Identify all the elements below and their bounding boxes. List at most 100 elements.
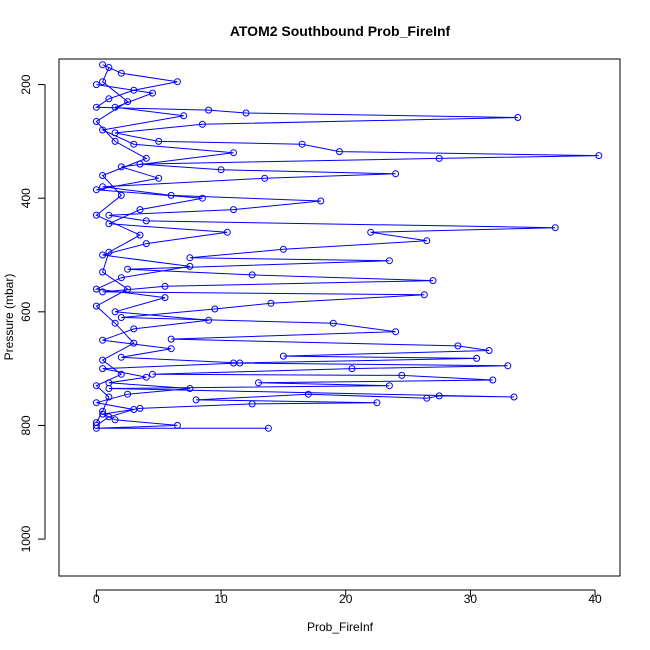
data-point	[255, 379, 262, 387]
y-tick-label: 200	[19, 74, 33, 94]
data-point	[105, 413, 113, 421]
data-point	[217, 166, 225, 174]
data-point	[99, 172, 107, 179]
data-point	[186, 385, 194, 392]
y-tick-label: 400	[19, 188, 33, 208]
y-tick-label: 800	[19, 415, 33, 435]
data-point	[473, 354, 481, 362]
data-point	[248, 271, 256, 279]
data-point	[92, 81, 100, 89]
data-point	[230, 149, 237, 157]
data-point	[429, 277, 437, 285]
data-point	[105, 248, 113, 256]
data-point	[111, 319, 119, 327]
data-point	[485, 347, 493, 354]
data-point	[124, 285, 132, 293]
y-tick-label: 600	[19, 301, 33, 321]
data-point	[385, 382, 393, 390]
data-point	[142, 217, 150, 225]
data-point	[423, 237, 431, 245]
data-point	[117, 69, 125, 77]
data-point	[205, 106, 213, 114]
data-point	[223, 228, 231, 236]
y-tick-label: 1000	[19, 525, 33, 552]
data-point	[454, 342, 462, 350]
data-point	[99, 268, 107, 276]
data-point	[92, 302, 100, 310]
data-point	[142, 240, 150, 248]
data-point	[117, 274, 125, 282]
y-axis-label: Pressure (mbar)	[2, 274, 16, 361]
data-point	[142, 373, 150, 381]
data-point	[99, 126, 107, 134]
data-point	[99, 365, 107, 373]
data-point	[124, 98, 132, 106]
data-point	[173, 421, 181, 429]
data-point	[130, 325, 138, 333]
data-point	[551, 224, 559, 232]
data-point	[136, 231, 144, 239]
data-point	[242, 109, 250, 117]
data-point	[304, 390, 312, 398]
data-point	[105, 95, 113, 103]
data-point	[161, 294, 169, 302]
data-point	[298, 140, 306, 148]
data-point	[161, 282, 169, 290]
x-tick-label: 20	[339, 592, 353, 606]
data-point	[514, 114, 522, 121]
data-point	[117, 370, 125, 378]
x-tick-label: 10	[214, 592, 228, 606]
data-point	[130, 140, 138, 148]
data-point	[167, 335, 175, 343]
data-point	[595, 152, 603, 160]
data-point	[99, 407, 107, 415]
data-point	[192, 396, 200, 404]
data-point	[230, 206, 237, 214]
data-point	[92, 186, 100, 194]
data-point	[385, 257, 393, 265]
data-point	[435, 154, 443, 162]
data-point	[373, 399, 381, 407]
data-point	[155, 137, 163, 145]
data-point	[173, 78, 181, 86]
data-point	[336, 148, 343, 156]
data-point	[92, 285, 100, 293]
series-line	[94, 84, 240, 426]
data-point	[435, 392, 443, 400]
data-point	[105, 393, 113, 401]
data-point	[99, 288, 107, 296]
data-point	[167, 345, 175, 353]
data-point	[130, 406, 138, 413]
data-point	[105, 64, 113, 71]
data-point	[111, 137, 119, 145]
plot-frame	[58, 58, 621, 577]
data-point	[392, 328, 400, 336]
data-point	[279, 245, 287, 253]
data-point	[92, 118, 100, 125]
data-point	[248, 400, 256, 408]
chart-title: ATOM2 Southbound Prob_FireInf	[230, 23, 451, 39]
data-point	[92, 103, 100, 111]
data-point	[99, 356, 107, 364]
data-point	[92, 382, 100, 390]
data-point	[398, 371, 406, 379]
data-point	[211, 305, 219, 313]
series-layer	[92, 61, 603, 432]
data-point	[149, 89, 156, 97]
data-point	[99, 336, 107, 344]
data-point	[111, 416, 119, 424]
data-point	[117, 314, 125, 321]
data-point	[99, 61, 107, 69]
data-point	[92, 419, 100, 427]
data-point	[261, 174, 269, 182]
data-point	[136, 206, 144, 214]
data-point	[510, 393, 518, 401]
data-point	[124, 265, 132, 273]
data-point	[236, 359, 244, 367]
data-point	[489, 376, 497, 384]
data-point	[180, 112, 188, 120]
data-point	[205, 316, 213, 324]
x-tick-label: 40	[588, 592, 602, 606]
data-point	[423, 394, 431, 402]
data-point	[124, 390, 132, 398]
